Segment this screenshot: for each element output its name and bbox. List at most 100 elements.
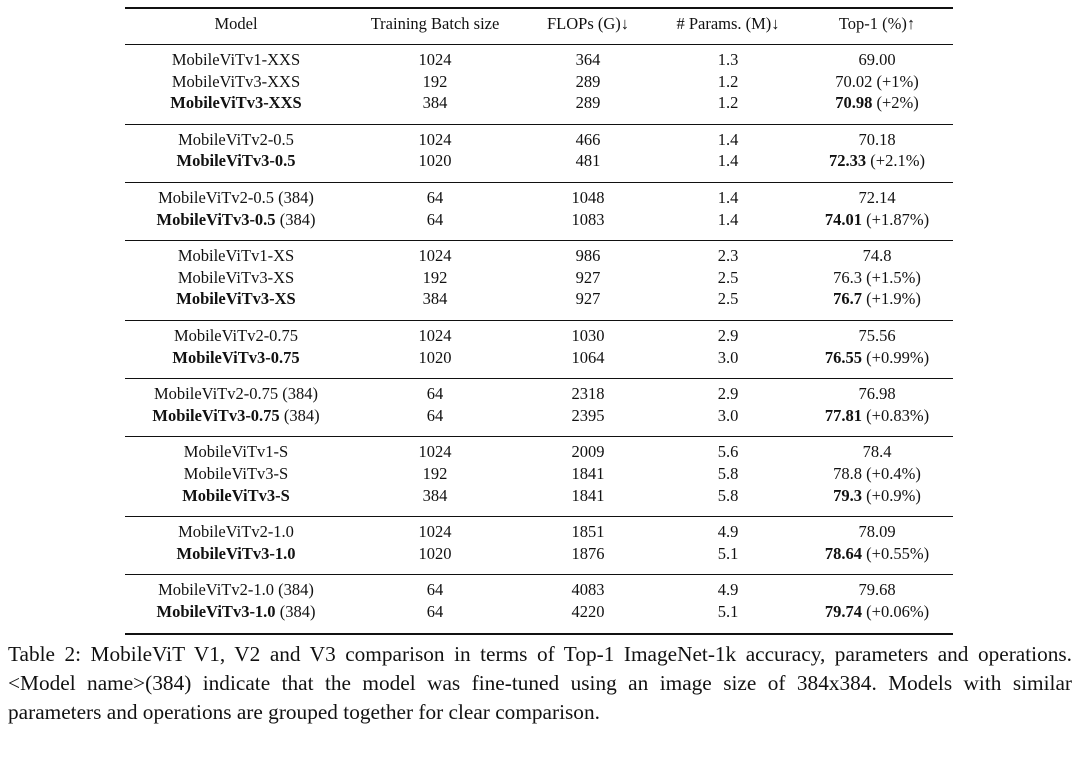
text: 192 <box>422 464 448 483</box>
rule <box>125 240 953 242</box>
batch-cell: 64 <box>427 210 444 230</box>
batch-cell: 1020 <box>419 348 452 368</box>
text: # Params. (M)↓ <box>676 14 780 33</box>
params-cell: 2.5 <box>718 289 739 309</box>
text: 1841 <box>571 485 605 505</box>
batch-cell: 384 <box>423 289 448 309</box>
model-cell: MobileViTv3-S <box>182 486 290 506</box>
top1-cell: 79.3 (+0.9%) <box>833 486 921 506</box>
text: 1.4 <box>717 188 739 207</box>
batch-cell: 384 <box>423 93 448 113</box>
flops-cell: 1851 <box>572 522 605 542</box>
text: (+0.9%) <box>866 485 921 505</box>
text: 4083 <box>571 580 605 600</box>
params-cell: 5.8 <box>718 486 739 506</box>
text: FLOPs (G)↓ <box>546 14 630 33</box>
text: 1020 <box>418 543 452 563</box>
header-cell: # Params. (M)↓ <box>676 14 779 34</box>
text: (+0.4%) <box>866 464 921 483</box>
flops-cell: 927 <box>576 289 601 309</box>
model-cell: MobileViTv3-S <box>184 464 288 484</box>
top1-cell: 72.14 <box>858 188 895 208</box>
text: (384) <box>278 580 314 600</box>
batch-cell: 1024 <box>419 326 452 346</box>
flops-cell: 1841 <box>572 486 605 506</box>
top1-cell: 70.98 (+2%) <box>835 93 919 113</box>
text: (384) <box>278 188 314 207</box>
text: 1083 <box>571 209 605 229</box>
text: (+1%) <box>876 71 919 91</box>
top1-cell: 74.8 <box>863 246 892 266</box>
text: 466 <box>575 129 601 149</box>
text: Model <box>214 14 258 33</box>
text: 927 <box>575 267 601 287</box>
flops-cell: 2395 <box>572 406 605 426</box>
batch-cell: 1024 <box>419 522 452 542</box>
rule <box>125 516 953 518</box>
text: (+0.06%) <box>866 602 930 621</box>
batch-cell: 64 <box>427 406 444 426</box>
text: MobileViTv2-1.0 <box>178 522 294 542</box>
text: 78.09 <box>858 522 896 542</box>
top1-cell: 78.8 (+0.4%) <box>833 464 921 484</box>
params-cell: 3.0 <box>718 406 739 426</box>
text: 64 <box>426 602 444 621</box>
flops-cell: 1048 <box>572 188 605 208</box>
text: MobileViTv2-0.75 <box>154 384 279 404</box>
text: 1024 <box>418 246 452 266</box>
text: 1876 <box>571 543 605 563</box>
text: 1024 <box>418 442 452 462</box>
text: 481 <box>575 151 601 171</box>
params-cell: 4.9 <box>718 580 739 600</box>
text: 76.98 <box>858 384 896 404</box>
top1-cell: 78.4 <box>863 442 892 462</box>
text: (384) <box>279 209 316 229</box>
text: 1851 <box>571 522 605 542</box>
text: MobileViTv3-1.0 <box>156 602 276 621</box>
model-cell: MobileViTv3-XXS <box>172 72 300 92</box>
top1-cell: 79.68 <box>858 580 895 600</box>
flops-cell: 2009 <box>572 442 605 462</box>
text: MobileViTv2-0.5 <box>178 129 294 149</box>
text: 4220 <box>571 602 605 621</box>
flops-cell: 1064 <box>572 348 605 368</box>
flops-cell: 289 <box>576 93 601 113</box>
text: 5.6 <box>717 442 739 462</box>
text: 1.3 <box>717 50 739 69</box>
text: 927 <box>575 289 601 309</box>
flops-cell: 481 <box>576 151 601 171</box>
text: 384 <box>422 289 448 309</box>
text: MobileViTv3-S <box>183 464 289 483</box>
batch-cell: 64 <box>427 384 444 404</box>
text: MobileViTv3-XXS <box>170 93 302 113</box>
text: 72.14 <box>858 188 896 207</box>
top1-cell: 72.33 (+2.1%) <box>829 151 925 171</box>
top1-cell: 78.09 <box>858 522 895 542</box>
text: MobileViTv2-0.5 <box>158 188 274 207</box>
params-cell: 5.6 <box>718 442 739 462</box>
text: 69.00 <box>858 50 896 69</box>
batch-cell: 1020 <box>419 151 452 171</box>
text: MobileViTv3-S <box>182 485 290 505</box>
model-cell: MobileViTv2-1.0 (384) <box>158 580 314 600</box>
header-cell: Training Batch size <box>371 14 500 34</box>
model-cell: MobileViTv1-XXS <box>172 50 300 70</box>
batch-cell: 64 <box>427 602 444 622</box>
model-cell: MobileViTv3-XS <box>178 268 294 288</box>
model-cell: MobileViTv3-0.5 <box>176 151 295 171</box>
rule <box>125 632 953 635</box>
text: MobileViTv3-XS <box>177 267 295 287</box>
params-cell: 2.9 <box>718 326 739 346</box>
text: MobileViTv3-XS <box>176 289 296 309</box>
text: 1064 <box>571 347 605 367</box>
model-cell: MobileViTv2-0.75 <box>174 326 298 346</box>
text: MobileViTv1-XS <box>177 246 295 266</box>
text: 5.8 <box>717 464 739 483</box>
text: 384 <box>422 93 448 113</box>
flops-cell: 1030 <box>572 326 605 346</box>
text: 1841 <box>571 464 605 483</box>
text: 1.4 <box>717 129 739 149</box>
text: 76.7 <box>833 289 863 309</box>
top1-cell: 79.74 (+0.06%) <box>825 602 929 622</box>
